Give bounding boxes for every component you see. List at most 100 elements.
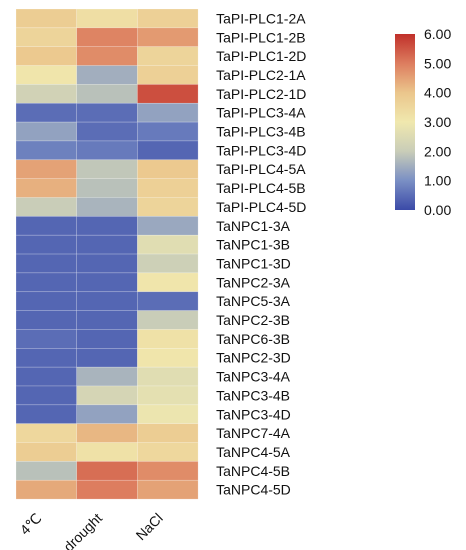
heatmap-cell <box>15 347 78 368</box>
heatmap-cell <box>15 234 78 255</box>
heatmap-cell <box>76 347 138 368</box>
heatmap-cell <box>76 121 138 142</box>
heatmap-cell <box>15 461 78 481</box>
colorbar-tick-label: 5.00 <box>424 55 451 71</box>
heatmap-cell <box>76 423 138 443</box>
heatmap-cell <box>76 178 138 198</box>
row-label: TaPI-PLC2-1A <box>216 67 306 83</box>
column-label: NaCl <box>133 510 166 543</box>
heatmap-cell <box>15 178 78 198</box>
row-label: TaPI-PLC1-2B <box>216 29 305 45</box>
heatmap-cell <box>76 216 138 236</box>
heatmap-cell <box>76 159 138 179</box>
colorbar-tick-label: 1.00 <box>424 173 451 189</box>
heatmap-cell <box>137 178 199 198</box>
heatmap-cell <box>76 197 138 217</box>
row-label: TaPI-PLC1-2A <box>216 10 306 26</box>
heatmap-cell <box>137 27 199 48</box>
row-label: TaNPC6-3B <box>216 331 290 347</box>
row-label: TaPI-PLC1-2D <box>216 48 306 64</box>
heatmap-cell <box>137 46 199 66</box>
heatmap-cell <box>137 234 199 255</box>
heatmap-cell <box>76 140 138 161</box>
heatmap-cell <box>15 272 78 293</box>
heatmap-cell <box>15 140 78 161</box>
heatmap-cell <box>15 385 78 406</box>
heatmap-cell <box>76 291 138 311</box>
heatmap-cell <box>137 121 199 142</box>
heatmap-cell <box>76 84 138 104</box>
heatmap-cell <box>15 102 78 123</box>
heatmap-cell <box>15 46 78 66</box>
row-label: TaNPC3-4D <box>216 406 291 422</box>
heatmap-cell <box>15 310 78 330</box>
row-label: TaNPC2-3A <box>216 274 291 290</box>
row-label: TaPI-PLC4-5D <box>216 199 306 215</box>
heatmap-cell <box>137 366 199 387</box>
heatmap-cell <box>15 479 78 500</box>
heatmap-cell <box>137 216 199 236</box>
heatmap-cell <box>15 84 78 104</box>
heatmap-cell <box>76 272 138 293</box>
colorbar-gradient <box>395 34 415 210</box>
row-label: TaNPC2-3D <box>216 350 291 366</box>
row-label: TaPI-PLC3-4D <box>216 142 306 158</box>
heatmap-cell <box>137 102 199 123</box>
heatmap-cell <box>137 479 199 500</box>
row-label: TaNPC4-5A <box>216 444 291 460</box>
column-label: 4℃ <box>17 510 45 538</box>
heatmap-cell <box>76 8 138 29</box>
heatmap-cell <box>137 65 199 85</box>
heatmap-cell <box>137 272 199 293</box>
row-label: TaNPC4-5D <box>216 482 291 498</box>
heatmap-cell <box>15 366 78 387</box>
heatmap-cell <box>15 27 78 48</box>
heatmap-cell <box>137 140 199 161</box>
heatmap-cell <box>76 461 138 481</box>
heatmap-cell <box>76 102 138 123</box>
colorbar-tick-label: 6.00 <box>424 26 451 42</box>
row-label: TaPI-PLC4-5B <box>216 180 305 196</box>
row-label: TaPI-PLC3-4A <box>216 105 306 121</box>
column-label: drought <box>60 510 105 550</box>
heatmap-cell <box>137 461 199 481</box>
heatmap-cell <box>76 234 138 255</box>
heatmap-cell <box>15 442 78 462</box>
heatmap-cells <box>15 8 199 500</box>
heatmap-cell <box>76 46 138 66</box>
heatmap-cell <box>15 423 78 443</box>
heatmap-cell <box>15 216 78 236</box>
heatmap-cell <box>76 385 138 406</box>
heatmap-cell <box>137 347 199 368</box>
heatmap-cell <box>15 65 78 85</box>
heatmap-cell <box>137 310 199 330</box>
colorbar-tick-label: 4.00 <box>424 85 451 101</box>
heatmap-cell <box>137 442 199 462</box>
row-label: TaNPC4-5B <box>216 463 290 479</box>
heatmap-cell <box>15 253 78 274</box>
colorbar-tick-labels: 0.00 1.00 2.00 3.00 4.00 5.00 6.00 <box>424 26 451 218</box>
heatmap-cell <box>137 329 199 349</box>
heatmap-cell <box>76 65 138 85</box>
heatmap-cell <box>15 404 78 425</box>
heatmap-cell <box>76 366 138 387</box>
row-label: TaNPC7-4A <box>216 425 291 441</box>
heatmap-cell <box>76 442 138 462</box>
heatmap-cell <box>15 121 78 142</box>
heatmap-cell <box>137 291 199 311</box>
row-label: TaNPC1-3A <box>216 218 291 234</box>
heatmap-cell <box>15 159 78 179</box>
row-label: TaNPC3-4A <box>216 369 291 385</box>
heatmap-cell <box>137 84 199 104</box>
row-labels: TaPI-PLC1-2A TaPI-PLC1-2B TaPI-PLC1-2D TaPI… <box>216 10 306 497</box>
colorbar <box>395 34 415 210</box>
heatmap-cell <box>15 291 78 311</box>
heatmap-cell <box>137 385 199 406</box>
heatmap-cell <box>76 404 138 425</box>
colorbar-tick-label: 0.00 <box>424 202 451 218</box>
heatmap-cell <box>15 8 78 29</box>
heatmap-cell <box>15 197 78 217</box>
heatmap-cell <box>76 27 138 48</box>
row-label: TaPI-PLC4-5A <box>216 161 306 177</box>
heatmap-cell <box>137 423 199 443</box>
